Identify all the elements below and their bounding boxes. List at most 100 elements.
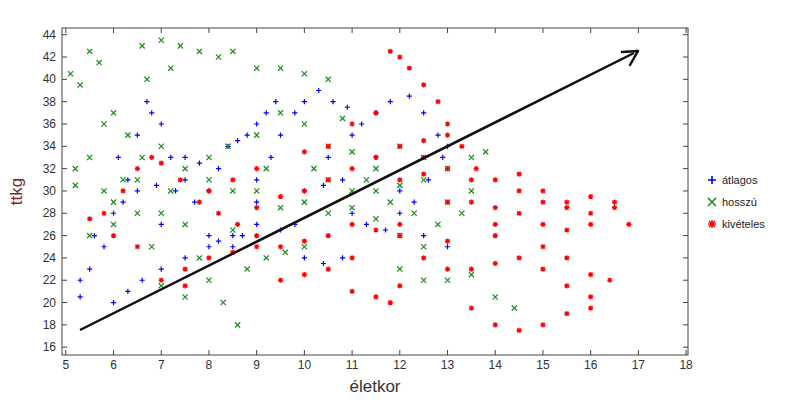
- point: [206, 278, 211, 283]
- point: [159, 278, 164, 283]
- point: [397, 222, 402, 227]
- y-tick: [683, 347, 688, 348]
- point: [302, 255, 307, 260]
- point: [225, 144, 230, 149]
- series: [68, 38, 517, 328]
- point: [493, 261, 498, 266]
- point: [474, 166, 479, 171]
- x-tick-label: 9: [253, 358, 260, 372]
- point: [168, 155, 173, 160]
- point: [564, 227, 569, 232]
- point: [264, 110, 269, 115]
- y-tick: [62, 302, 67, 303]
- point: [149, 110, 154, 115]
- point: [230, 188, 235, 193]
- point: [493, 177, 498, 182]
- point: [197, 200, 202, 205]
- x-tick: [686, 350, 687, 355]
- legend-marker: [708, 176, 716, 184]
- point: [125, 133, 130, 138]
- chart: 5678910111213141516171816182022242628303…: [0, 0, 792, 400]
- point: [469, 155, 474, 160]
- point: [397, 188, 402, 193]
- x-tick: [304, 350, 305, 355]
- point: [235, 222, 240, 227]
- y-tick: [62, 347, 67, 348]
- x-tick: [208, 350, 209, 355]
- x-tick: [638, 350, 639, 355]
- y-tick: [683, 57, 688, 58]
- point: [316, 88, 321, 93]
- point: [68, 71, 73, 76]
- point: [302, 149, 307, 154]
- point: [302, 121, 307, 126]
- point: [206, 155, 211, 160]
- point: [421, 172, 426, 177]
- x-tick: [590, 350, 591, 355]
- point: [321, 261, 326, 266]
- legend-label: hosszú: [722, 196, 757, 208]
- point: [445, 278, 450, 283]
- point: [326, 266, 331, 271]
- point: [101, 121, 106, 126]
- point: [178, 43, 183, 48]
- point: [135, 166, 140, 171]
- point: [230, 49, 235, 54]
- y-tick: [62, 34, 67, 35]
- legend-marker: [708, 198, 716, 206]
- x-tick-label: 11: [346, 358, 359, 372]
- point: [120, 200, 125, 205]
- point: [87, 233, 92, 238]
- y-tick: [62, 257, 67, 258]
- x-tick: [208, 28, 209, 33]
- point: [359, 121, 364, 126]
- point: [159, 211, 164, 216]
- point: [302, 99, 307, 104]
- y-tick-label: 38: [43, 95, 57, 109]
- point: [183, 177, 188, 182]
- point: [183, 155, 188, 160]
- point: [397, 233, 402, 238]
- point: [364, 177, 369, 182]
- y-tick: [683, 280, 688, 281]
- point: [493, 222, 498, 227]
- y-tick-label: 28: [43, 206, 57, 220]
- point: [421, 278, 426, 283]
- y-tick-label: 44: [43, 28, 57, 42]
- point: [235, 322, 240, 327]
- legend-marker: [708, 220, 716, 228]
- point: [216, 166, 221, 171]
- point: [483, 149, 488, 154]
- x-tick-label: 12: [393, 358, 407, 372]
- y-tick-label: 42: [43, 50, 57, 64]
- x-axis-label: életkor: [349, 377, 400, 396]
- point: [326, 177, 331, 182]
- point: [78, 294, 83, 299]
- point: [183, 255, 188, 260]
- point: [345, 105, 350, 110]
- point: [516, 172, 521, 177]
- point: [159, 144, 164, 149]
- point: [197, 160, 202, 165]
- y-axis-label: ttkg: [7, 178, 26, 205]
- point: [407, 93, 412, 98]
- point: [206, 233, 211, 238]
- point: [92, 233, 97, 238]
- y-tick: [683, 101, 688, 102]
- point: [426, 177, 431, 182]
- point: [245, 133, 250, 138]
- point: [388, 99, 393, 104]
- point: [373, 166, 378, 171]
- x-tick: [542, 350, 543, 355]
- point: [588, 194, 593, 199]
- point: [168, 188, 173, 193]
- point: [183, 166, 188, 171]
- y-tick: [683, 168, 688, 169]
- point: [326, 155, 331, 160]
- point: [206, 244, 211, 249]
- point: [197, 49, 202, 54]
- y-tick: [683, 213, 688, 214]
- y-tick-label: 18: [43, 318, 57, 332]
- x-tick: [495, 28, 496, 33]
- point: [140, 155, 145, 160]
